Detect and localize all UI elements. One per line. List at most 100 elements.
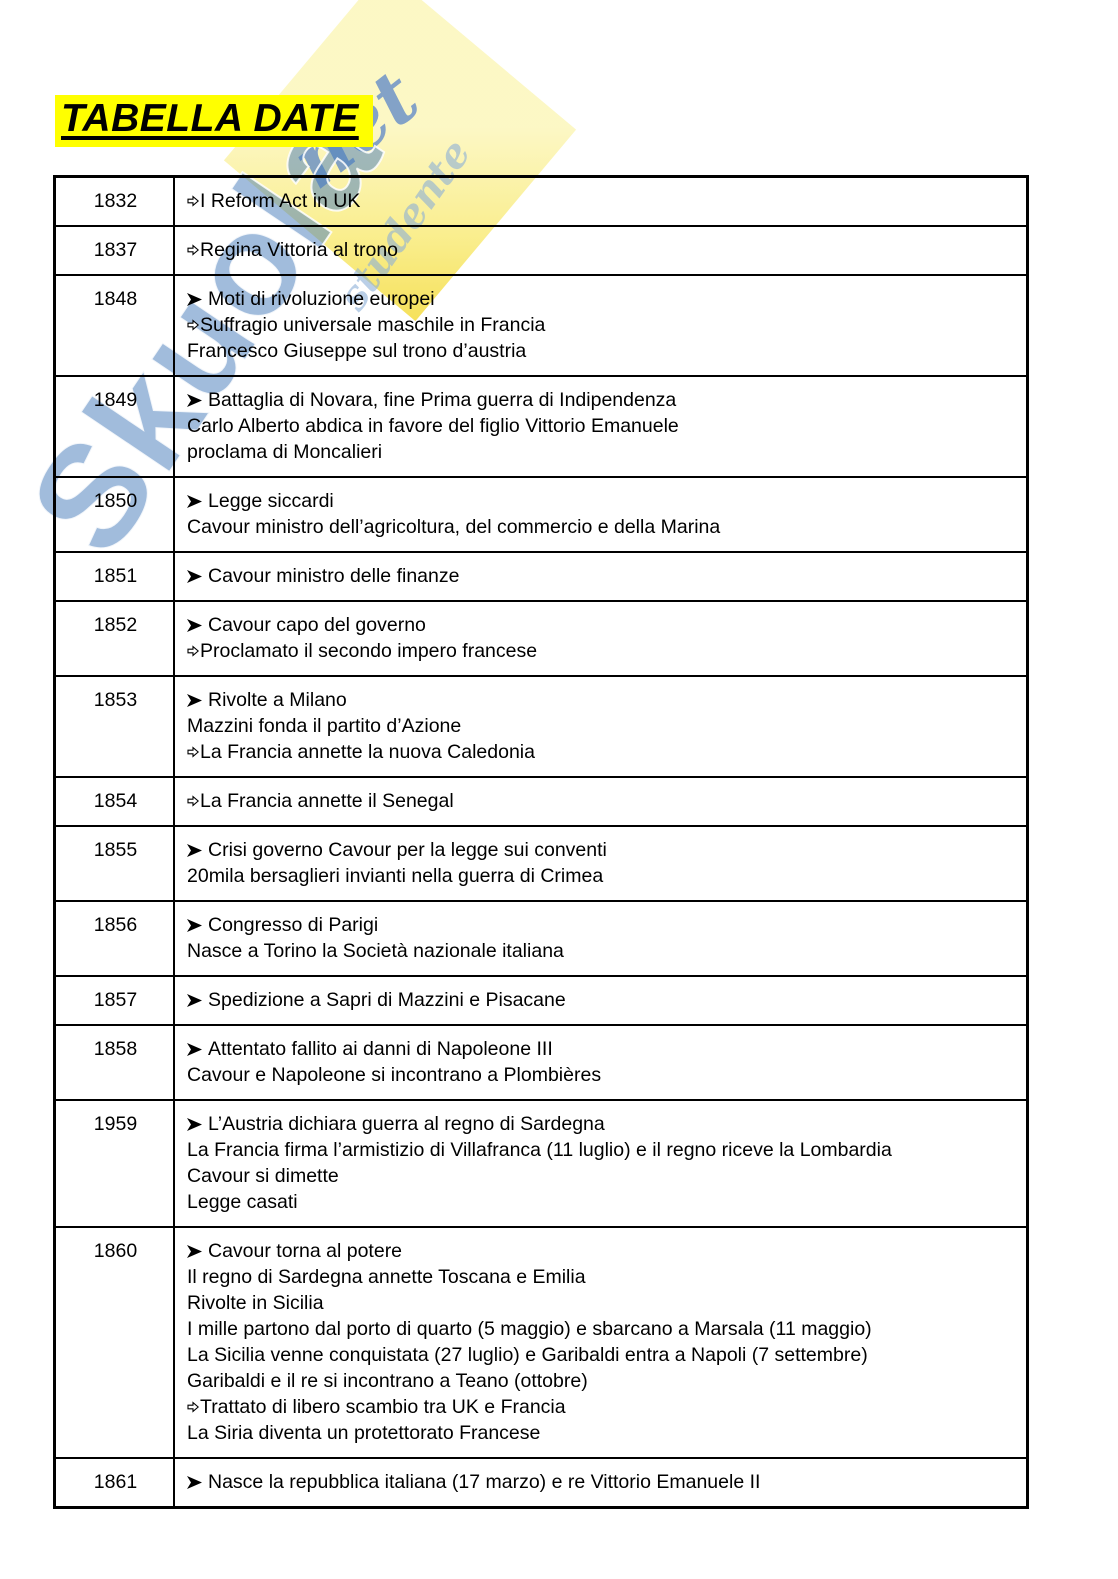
event-line: Congresso di Parigi	[187, 912, 1016, 938]
event-line: Legge siccardi	[187, 488, 1016, 514]
year-cell: 1853	[53, 675, 175, 778]
events-cell: Cavour ministro delle finanze	[173, 551, 1029, 602]
event-line: La Francia annette il Senegal	[187, 788, 1016, 814]
events-cell: Cavour capo del governo Proclamato il sec…	[173, 600, 1029, 677]
event-line: Cavour e Napoleone si incontrano a Plomb…	[187, 1062, 1016, 1088]
event-line: La Francia annette la nuova Caledonia	[187, 739, 1016, 765]
event-line: I Reform Act in UK	[187, 188, 1016, 214]
event-line: Crisi governo Cavour per la legge sui co…	[187, 837, 1016, 863]
events-cell: La Francia annette il Senegal	[173, 776, 1029, 827]
event-text: Nasce a Torino la Società nazionale ital…	[187, 940, 564, 962]
event-line: Attentato fallito ai danni di Napoleone …	[187, 1036, 1016, 1062]
table-row: 1837 Regina Vittoria al trono	[53, 225, 1029, 276]
event-text: Cavour ministro dell’agricoltura, del co…	[187, 516, 721, 538]
event-text: 20mila bersaglieri invianti nella guerra…	[187, 865, 604, 887]
event-text: La Francia annette il Senegal	[200, 790, 454, 812]
event-text: L’Austria dichiara guerra al regno di Sa…	[208, 1113, 605, 1135]
year-cell: 1849	[53, 375, 175, 478]
event-line: Cavour capo del governo	[187, 612, 1016, 638]
event-line: La Siria diventa un protettorato Frances…	[187, 1420, 1016, 1446]
arrowhead-bullet-icon	[187, 837, 202, 863]
event-line: proclama di Moncalieri	[187, 439, 1016, 465]
table-row: 1850 Legge siccardi Cavour ministro dell’a…	[53, 476, 1029, 553]
event-text: I mille partono dal porto di quarto (5 m…	[187, 1318, 872, 1340]
white-arrow-bullet-icon	[187, 1394, 200, 1420]
events-cell: Moti di rivoluzione europei Suffragio uni…	[173, 274, 1029, 377]
event-line: Trattato di libero scambio tra UK e Fran…	[187, 1394, 1016, 1420]
events-cell: Congresso di Parigi Nasce a Torino la Soc…	[173, 900, 1029, 977]
white-arrow-bullet-icon	[187, 638, 200, 664]
arrowhead-bullet-icon	[187, 1469, 202, 1495]
event-line: Cavour ministro delle finanze	[187, 563, 1016, 589]
event-text: Cavour capo del governo	[208, 614, 426, 636]
event-line: I mille partono dal porto di quarto (5 m…	[187, 1316, 1016, 1342]
event-line: Mazzini fonda il partito d’Azione	[187, 713, 1016, 739]
event-text: Nasce la repubblica italiana (17 marzo) …	[208, 1471, 761, 1493]
arrowhead-bullet-icon	[187, 687, 202, 713]
year-cell: 1837	[53, 225, 175, 276]
event-line: Battaglia di Novara, fine Prima guerra d…	[187, 387, 1016, 413]
table-row: 1848 Moti di rivoluzione europei Suffragio…	[53, 274, 1029, 377]
event-text: Crisi governo Cavour per la legge sui co…	[208, 839, 607, 861]
white-arrow-bullet-icon	[187, 739, 200, 765]
dates-table: 1832 I Reform Act in UK 1837 Regina Vittori…	[53, 175, 1029, 1509]
events-cell: Crisi governo Cavour per la legge sui co…	[173, 825, 1029, 902]
year-cell: 1850	[53, 476, 175, 553]
events-cell: L’Austria dichiara guerra al regno di Sa…	[173, 1099, 1029, 1228]
event-line: Rivolte in Sicilia	[187, 1290, 1016, 1316]
event-line: L’Austria dichiara guerra al regno di Sa…	[187, 1111, 1016, 1137]
event-line: Cavour ministro dell’agricoltura, del co…	[187, 514, 1016, 540]
table-row: 1854 La Francia annette il Senegal	[53, 776, 1029, 827]
event-text: Congresso di Parigi	[208, 914, 379, 936]
white-arrow-bullet-icon	[187, 237, 200, 263]
event-text: Legge casati	[187, 1191, 298, 1213]
year-cell: 1832	[53, 175, 175, 227]
event-text: Rivolte in Sicilia	[187, 1292, 324, 1314]
table-row: 1849 Battaglia di Novara, fine Prima guer…	[53, 375, 1029, 478]
events-cell: Cavour torna al potere Il regno di Sardeg…	[173, 1226, 1029, 1459]
table-row: 1959 L’Austria dichiara guerra al regno d…	[53, 1099, 1029, 1228]
table-row: 1861 Nasce la repubblica italiana (17 mar…	[53, 1457, 1029, 1509]
page-title: TABELLA DATE	[55, 95, 373, 147]
event-text: Trattato di libero scambio tra UK e Fran…	[200, 1396, 566, 1418]
event-line: Spedizione a Sapri di Mazzini e Pisacane	[187, 987, 1016, 1013]
arrowhead-bullet-icon	[187, 488, 202, 514]
event-line: Moti di rivoluzione europei	[187, 286, 1016, 312]
event-line: Carlo Alberto abdica in favore del figli…	[187, 413, 1016, 439]
year-cell: 1852	[53, 600, 175, 677]
white-arrow-bullet-icon	[187, 312, 200, 338]
event-text: La Siria diventa un protettorato Frances…	[187, 1422, 541, 1444]
event-line: Nasce a Torino la Società nazionale ital…	[187, 938, 1016, 964]
arrowhead-bullet-icon	[187, 286, 202, 312]
arrowhead-bullet-icon	[187, 987, 202, 1013]
event-text: Moti di rivoluzione europei	[208, 288, 435, 310]
arrowhead-bullet-icon	[187, 912, 202, 938]
table-row: 1832 I Reform Act in UK	[53, 175, 1029, 227]
event-text: La Francia firma l’armistizio di Villafr…	[187, 1139, 892, 1161]
event-text: La Sicilia venne conquistata (27 luglio)…	[187, 1344, 868, 1366]
event-text: Cavour si dimette	[187, 1165, 339, 1187]
event-text: Cavour ministro delle finanze	[208, 565, 460, 587]
table-row: 1852 Cavour capo del governo Proclamato il…	[53, 600, 1029, 677]
event-line: Nasce la repubblica italiana (17 marzo) …	[187, 1469, 1016, 1495]
event-text: Regina Vittoria al trono	[200, 239, 399, 261]
event-line: Il regno di Sardegna annette Toscana e E…	[187, 1264, 1016, 1290]
year-cell: 1959	[53, 1099, 175, 1228]
events-cell: Rivolte a Milano Mazzini fonda il partito…	[173, 675, 1029, 778]
event-text: I Reform Act in UK	[200, 190, 361, 212]
event-line: Cavour torna al potere	[187, 1238, 1016, 1264]
events-cell: Legge siccardi Cavour ministro dell’agric…	[173, 476, 1029, 553]
event-text: Francesco Giuseppe sul trono d’austria	[187, 340, 527, 362]
arrowhead-bullet-icon	[187, 387, 202, 413]
page-content: TABELLA DATE 1832 I Reform Act in UK 1837 R…	[53, 95, 1029, 1509]
event-text: Il regno di Sardegna annette Toscana e E…	[187, 1266, 586, 1288]
year-cell: 1861	[53, 1457, 175, 1509]
arrowhead-bullet-icon	[187, 1036, 202, 1062]
table-row: 1853 Rivolte a Milano Mazzini fonda il par…	[53, 675, 1029, 778]
year-cell: 1860	[53, 1226, 175, 1459]
event-text: Garibaldi e il re si incontrano a Teano …	[187, 1370, 588, 1392]
arrowhead-bullet-icon	[187, 1111, 202, 1137]
year-cell: 1857	[53, 975, 175, 1026]
table-row: 1855 Crisi governo Cavour per la legge su…	[53, 825, 1029, 902]
